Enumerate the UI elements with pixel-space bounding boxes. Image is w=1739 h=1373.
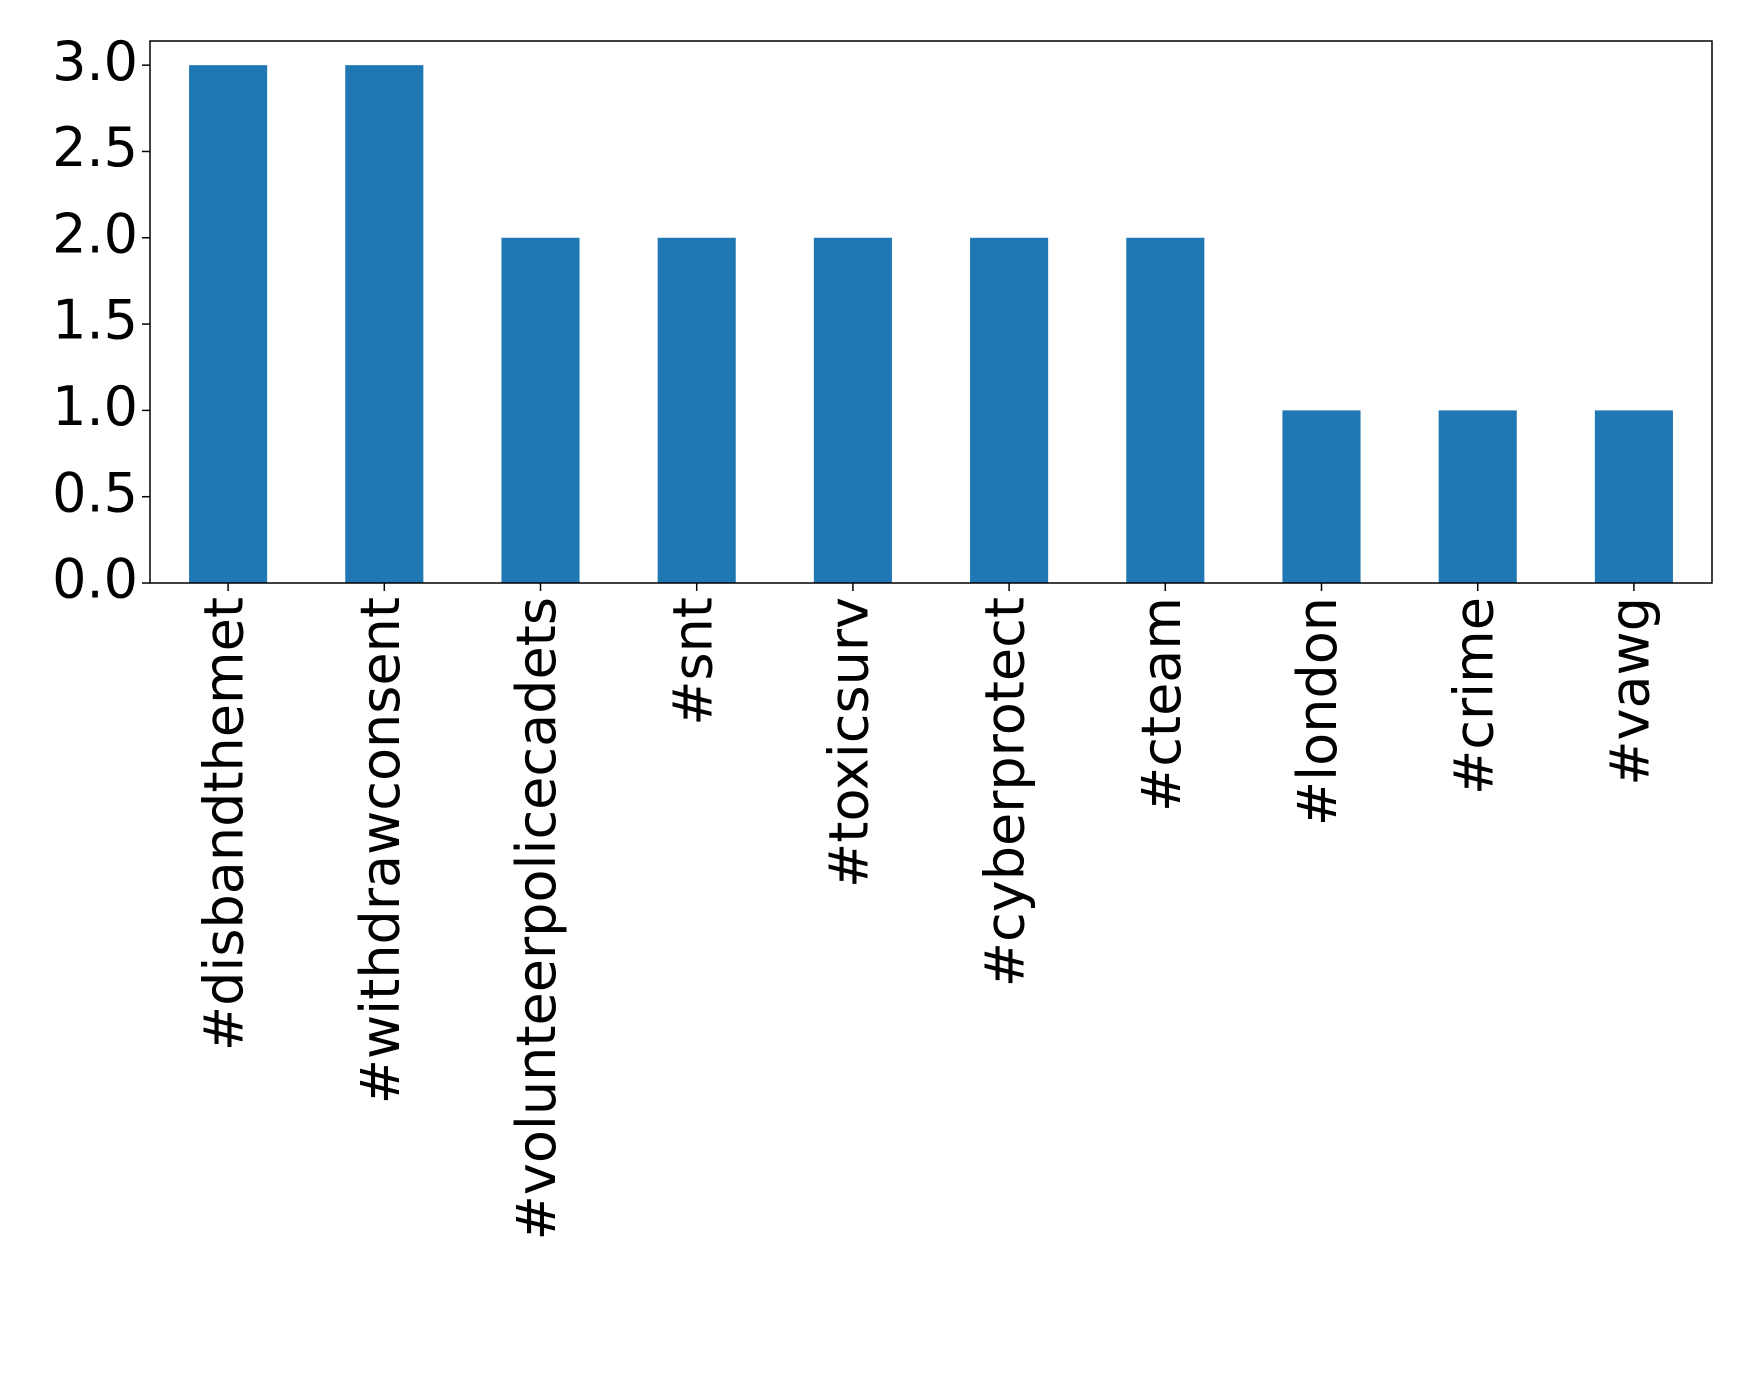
bar xyxy=(1126,237,1205,583)
plot-frame xyxy=(149,40,1713,584)
y-tick-label: 1.5 xyxy=(52,289,138,352)
bar xyxy=(1282,410,1361,583)
y-tick-label: 2.5 xyxy=(52,116,138,179)
y-tick-label: 2.0 xyxy=(52,202,138,265)
x-tick-label: #volunteerpolicecadets xyxy=(505,597,568,1240)
x-tick-label: #crime xyxy=(1442,597,1505,795)
x-tick-label: #cyberprotect xyxy=(974,597,1037,987)
x-tick-label: #withdrawconsent xyxy=(349,597,412,1104)
bar xyxy=(189,65,268,584)
bar xyxy=(1438,410,1517,583)
bar xyxy=(657,237,736,583)
x-tick-label: #london xyxy=(1286,597,1349,826)
y-tick-label: 0.0 xyxy=(52,548,138,611)
x-tick-label: #vawg xyxy=(1599,597,1662,786)
y-tick-label: 3.0 xyxy=(52,30,138,93)
bar xyxy=(501,237,580,583)
y-tick-label: 0.5 xyxy=(52,461,138,524)
x-tick-label: #cteam xyxy=(1130,597,1193,812)
x-tick-label: #toxicsurv xyxy=(818,597,881,888)
x-tick-label: #disbandthemet xyxy=(193,597,256,1051)
bar xyxy=(813,237,892,583)
y-tick-label: 1.0 xyxy=(52,375,138,438)
bar xyxy=(970,237,1049,583)
x-tick-label: #snt xyxy=(661,597,724,726)
bar xyxy=(345,65,424,584)
bar xyxy=(1594,410,1673,583)
